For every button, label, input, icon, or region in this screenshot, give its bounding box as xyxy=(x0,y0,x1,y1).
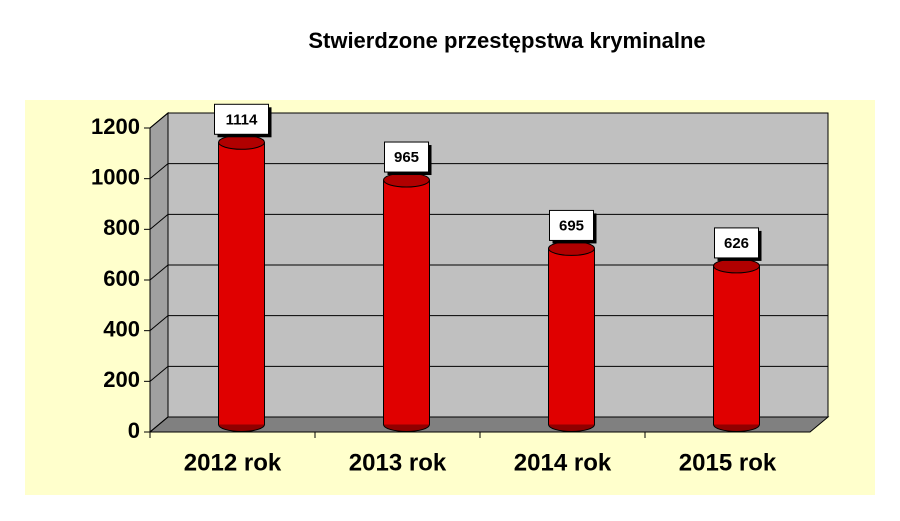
bar-top xyxy=(548,240,595,256)
value-label: 1114 xyxy=(226,111,258,128)
bar-top xyxy=(713,258,760,274)
bar-top xyxy=(383,172,430,188)
y-tick-label: 0 xyxy=(128,418,140,443)
chart-title: Stwierdzone przestępstwa kryminalne xyxy=(308,28,705,53)
grid-line-side xyxy=(149,315,169,332)
bar xyxy=(548,248,595,425)
bar xyxy=(218,142,265,425)
y-tick-label: 400 xyxy=(103,316,140,341)
grid-line-side xyxy=(149,416,169,433)
grid-line-side xyxy=(149,365,169,382)
value-label: 695 xyxy=(559,217,584,234)
bar-top xyxy=(218,134,265,150)
x-tick-label: 2013 rok xyxy=(349,449,447,476)
grid-line-side xyxy=(149,163,169,180)
y-tick-label: 1200 xyxy=(91,114,140,139)
value-label-box xyxy=(214,103,269,135)
grid-line-side xyxy=(149,213,169,230)
grid-line-side xyxy=(149,264,169,281)
value-label-box xyxy=(714,227,759,259)
value-label: 965 xyxy=(394,149,419,166)
x-tick-label: 2012 rok xyxy=(184,449,282,476)
value-label: 626 xyxy=(724,235,749,252)
bar xyxy=(713,265,760,425)
bar xyxy=(383,180,430,425)
y-tick-label: 1000 xyxy=(91,164,140,189)
grid-line-side xyxy=(149,112,169,129)
value-label-box xyxy=(384,141,429,173)
x-tick-label: 2014 rok xyxy=(514,449,612,476)
y-tick-label: 200 xyxy=(103,367,140,392)
value-label-box xyxy=(549,209,594,241)
y-tick-label: 800 xyxy=(103,215,140,240)
x-tick-label: 2015 rok xyxy=(679,449,777,476)
y-tick-label: 600 xyxy=(103,266,140,291)
